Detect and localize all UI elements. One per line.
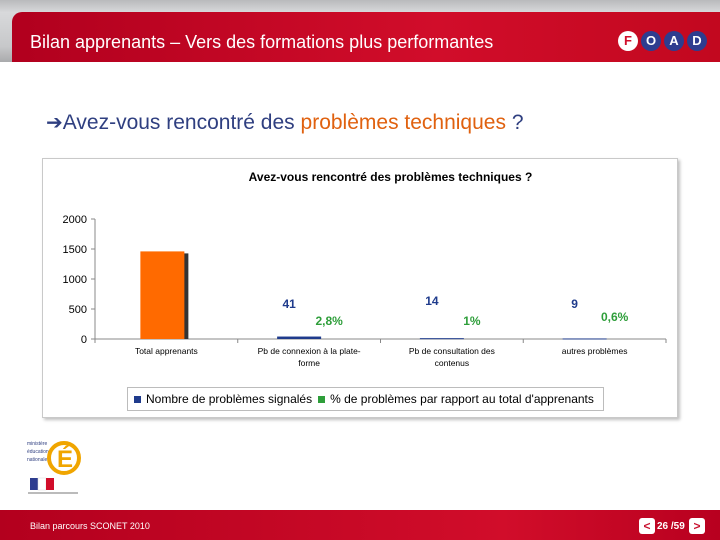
ministry-logo-line-3: nationale — [27, 457, 48, 463]
question-heading: ➔Avez-vous rencontré des problèmes techn… — [46, 110, 524, 135]
data-label-problems-3: 9 — [571, 297, 578, 311]
foad-logo-letter-o: O — [641, 31, 661, 51]
bar-chart: Avez-vous rencontré des problèmes techni… — [63, 170, 667, 368]
question-prefix: Avez-vous rencontré des — [62, 111, 301, 134]
question-highlight: problèmes techniques — [300, 111, 506, 134]
chart-frame: Avez-vous rencontré des problèmes techni… — [42, 158, 678, 418]
legend-label-problems: Nombre de problèmes signalés — [146, 392, 313, 406]
previous-slide-button[interactable]: < — [639, 518, 655, 534]
y-tick-label-2: 1000 — [63, 274, 87, 286]
y-tick-label-4: 2000 — [63, 214, 87, 226]
footer-text: Bilan parcours SCONET 2010 — [30, 521, 150, 531]
arrow-right-icon: ➔ — [46, 112, 63, 134]
legend-label-percent: % de problèmes par rapport au total d'ap… — [330, 392, 594, 406]
ministry-logo: ministère éducation nationale É — [27, 441, 81, 494]
bar-problems-2 — [419, 338, 464, 340]
header-red-band — [12, 12, 720, 62]
foad-logo-letter-a: A — [664, 31, 684, 51]
x-category-label-0-0: Total apprenants — [135, 346, 198, 356]
y-tick-label-1: 500 — [69, 304, 87, 316]
y-tick-label-0: 0 — [81, 334, 87, 346]
x-category-label-1-1: forme — [298, 358, 320, 368]
footer-band — [0, 510, 720, 540]
data-label-problems-2: 14 — [425, 294, 439, 308]
bar-problems-3 — [562, 338, 607, 340]
ministry-logo-line-1: ministère — [27, 441, 48, 447]
question-suffix: ? — [505, 111, 524, 134]
bar-problems-1 — [277, 336, 322, 339]
x-category-label-3-0: autres problèmes — [562, 346, 628, 356]
x-category-label-2-1: contenus — [435, 358, 470, 368]
data-label-percent-3: 0,6% — [601, 310, 629, 324]
header-band — [0, 0, 720, 62]
svg-text:É: É — [57, 445, 73, 473]
legend-swatch-problems — [134, 395, 141, 403]
chart-legend: Nombre de problèmes signalés % de problè… — [127, 387, 604, 411]
x-category-label-2-0: Pb de consultation des — [409, 346, 495, 356]
data-label-percent-1: 2,8% — [315, 314, 343, 328]
next-slide-button[interactable]: > — [689, 518, 705, 534]
foad-logo-letter-d: D — [687, 31, 707, 51]
data-label-problems-1: 41 — [282, 297, 296, 311]
foad-logo-letter-f: F — [618, 31, 638, 51]
x-category-label-1-0: Pb de connexion à la plate- — [258, 346, 361, 356]
slide-title: Bilan apprenants – Vers des formations p… — [30, 32, 494, 52]
legend-swatch-percent — [318, 395, 326, 403]
data-label-percent-2: 1% — [463, 314, 481, 328]
y-tick-label-3: 1500 — [63, 244, 87, 256]
ministry-logo-line-2: éducation — [27, 449, 49, 455]
chart-title: Avez-vous rencontré des problèmes techni… — [249, 170, 533, 184]
page-number: 26 /59 — [657, 521, 685, 532]
bar-total-apprenants — [140, 251, 185, 339]
foad-logo: F O A D — [618, 31, 707, 51]
